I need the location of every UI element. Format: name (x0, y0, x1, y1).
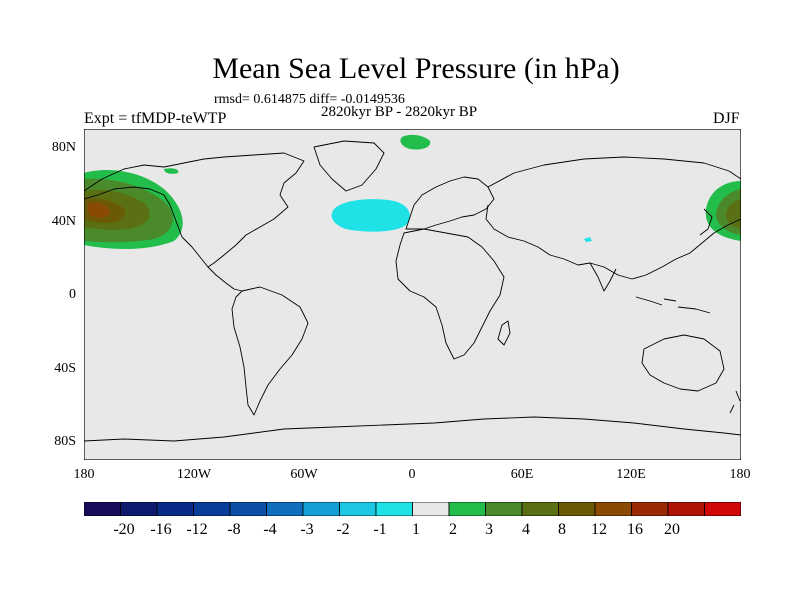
colorbar-box (193, 502, 231, 516)
lon-label-0: 0 (408, 467, 416, 482)
colorbar-box (302, 502, 340, 516)
lon-label-180e: 180 (729, 467, 751, 482)
subtitle: 2820kyr BP - 2820kyr BP (321, 104, 478, 120)
anomaly-arctic (164, 134, 431, 174)
colorbar-box (558, 502, 596, 516)
season-label: DJF (713, 110, 740, 127)
colorbar-box (412, 502, 450, 516)
lon-label-120w: 120W (176, 467, 212, 482)
anomaly-north-atlantic (331, 199, 592, 242)
colorbar-box (485, 502, 523, 516)
stats-text: rmsd= 0.614875 diff= -0.0149536 (214, 92, 405, 107)
lon-label-120e: 120E (616, 467, 646, 482)
colorbar-label: -20 (113, 521, 135, 538)
page-title: Mean Sea Level Pressure (in hPa) (212, 52, 620, 85)
lon-label-180w: 180 (73, 467, 95, 482)
lat-label-0: 0 (69, 287, 76, 302)
colorbar-label: 4 (522, 521, 530, 538)
colorbar-label: 12 (591, 521, 607, 538)
colorbar-label: -12 (186, 521, 208, 538)
colorbar-label: -2 (336, 521, 350, 538)
colorbar (84, 502, 741, 516)
colorbar-box (266, 502, 304, 516)
lon-label-60w: 60W (290, 467, 318, 482)
colorbar-box (667, 502, 705, 516)
colorbar-label: -16 (150, 521, 172, 538)
coastlines (84, 140, 741, 442)
colorbar-box (521, 502, 559, 516)
colorbar-label: 16 (627, 521, 643, 538)
experiment-label: Expt = tfMDP-teWTP (84, 110, 227, 127)
colorbar-box (594, 502, 632, 516)
colorbar-box (704, 502, 741, 516)
colorbar-box (448, 502, 486, 516)
lat-label-80n: 80N (51, 140, 76, 155)
colorbar-label: -8 (227, 521, 241, 538)
colorbar-label: 8 (558, 521, 566, 538)
colorbar-box (375, 502, 413, 516)
colorbar-label: -4 (263, 521, 277, 538)
lat-label-40n: 40N (51, 214, 76, 229)
colorbar-box (229, 502, 267, 516)
colorbar-box (631, 502, 669, 516)
colorbar-label: 3 (485, 521, 493, 538)
anomaly-north-pacific-west (84, 170, 183, 249)
colorbar-label: 20 (664, 521, 680, 538)
colorbar-label: -3 (300, 521, 314, 538)
lon-label-60e: 60E (510, 467, 534, 482)
colorbar-label: 1 (412, 521, 420, 538)
colorbar-label: -1 (373, 521, 387, 538)
map-plot (84, 129, 741, 460)
colorbar-box (156, 502, 194, 516)
anomaly-north-pacific-east (705, 181, 741, 241)
colorbar-box (120, 502, 158, 516)
lat-label-80s: 80S (54, 434, 76, 449)
map-background (84, 129, 741, 460)
colorbar-box (339, 502, 377, 516)
lat-label-40s: 40S (54, 361, 76, 376)
colorbar-box (84, 502, 121, 516)
colorbar-label: 2 (449, 521, 457, 538)
